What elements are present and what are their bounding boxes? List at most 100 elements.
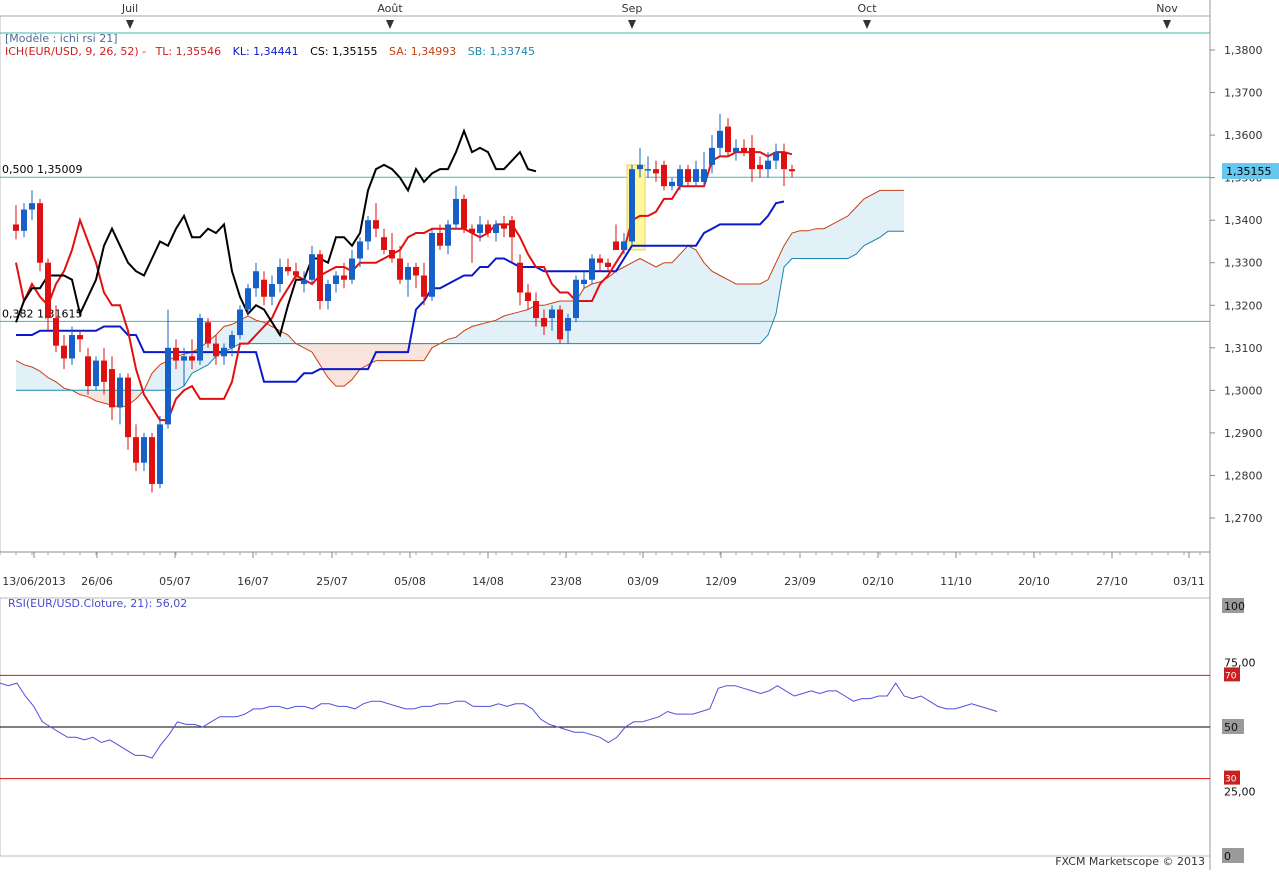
month-marker-icon [1163, 20, 1171, 29]
kumo-segment [360, 343, 368, 370]
kumo-segment [344, 343, 352, 387]
candle [93, 360, 99, 387]
level-label: 0,382 1,31615 [2, 307, 82, 320]
y-tick-label: 1,3000 [1224, 384, 1263, 397]
candle [349, 258, 355, 280]
month-label: Nov [1156, 2, 1178, 15]
kumo-segment [336, 343, 344, 387]
candle [461, 198, 467, 229]
candle [325, 284, 331, 302]
rsi-band-label: 70 [1225, 671, 1237, 681]
kumo-segment [656, 262, 664, 344]
candle [645, 169, 651, 171]
kumo-segment [264, 322, 272, 344]
rsi-band-badge [1224, 770, 1240, 785]
candle [701, 169, 707, 182]
kijun-line [16, 200, 785, 383]
candle [269, 284, 275, 297]
kumo-segment [640, 258, 648, 344]
tenkan-line [15, 151, 793, 422]
kumo-segment [696, 249, 704, 344]
candle [245, 288, 251, 310]
candle [725, 126, 731, 153]
month-marker-icon [386, 20, 394, 29]
kumo-segment [480, 322, 488, 344]
candle [165, 347, 171, 425]
candle [261, 279, 267, 297]
candle [717, 130, 723, 148]
kumo-segment [512, 311, 520, 344]
kumo-segment [664, 262, 672, 344]
candle [629, 169, 635, 242]
candle [621, 241, 627, 250]
kumo-segment [312, 343, 320, 365]
kumo-segment [864, 194, 872, 246]
candle [189, 356, 195, 361]
candle [573, 279, 579, 319]
candle [365, 220, 371, 242]
candle [333, 275, 339, 284]
candle [213, 343, 219, 357]
x-tick-label: 23/08 [550, 575, 582, 588]
kumo-segment [744, 284, 752, 344]
candle [749, 147, 755, 170]
kumo-segment [840, 215, 848, 259]
kumo-segment [728, 279, 736, 344]
span-b-line [16, 230, 904, 391]
x-tick-label: 03/09 [627, 575, 659, 588]
candle [229, 335, 235, 348]
candle [29, 203, 35, 210]
kumo-segment [32, 366, 40, 391]
kumo-segment [176, 354, 184, 391]
level-label: 0,500 1,35009 [2, 163, 82, 176]
x-tick-label: 03/11 [1173, 575, 1205, 588]
candle [757, 164, 763, 170]
candle [173, 347, 179, 361]
x-tick-label: 05/07 [159, 575, 191, 588]
kumo-segment [688, 245, 696, 344]
candle [85, 356, 91, 387]
candle [677, 169, 683, 187]
kumo-segment [40, 371, 48, 391]
kumo-segment [760, 279, 768, 344]
candle [485, 224, 491, 233]
x-tick-label: 11/10 [940, 575, 972, 588]
candle [549, 309, 555, 319]
y-tick-label: 1,3800 [1224, 44, 1263, 57]
candle [421, 275, 427, 297]
month-marker-icon [126, 20, 134, 29]
candle [501, 224, 507, 229]
tenkan-value: TL: 1,35546 [155, 45, 222, 58]
candle [533, 301, 539, 319]
kumo-segment [624, 262, 632, 344]
kumo-segment [608, 271, 616, 344]
x-tick-label: 27/10 [1096, 575, 1128, 588]
kumo-segment [328, 343, 336, 387]
chikou-line [15, 128, 537, 338]
candle [77, 335, 83, 340]
y-tick-label: 1,3700 [1224, 87, 1263, 100]
kumo-segment [880, 190, 888, 238]
candle [149, 437, 155, 484]
y-tick-label: 1,2700 [1224, 512, 1263, 525]
candle [253, 271, 259, 289]
kumo-segment [768, 262, 776, 336]
rsi-legend: RSI(EUR/USD.Cloture, 21): 56,02 [8, 597, 187, 610]
candle [293, 271, 299, 276]
candle [653, 169, 659, 174]
candle [557, 309, 563, 340]
candle [613, 241, 619, 250]
y-tick-label: 1,3100 [1224, 342, 1263, 355]
rsi-tick-badge [1222, 719, 1244, 734]
candle [389, 249, 395, 259]
span-a-value: SA: 1,34993 [389, 45, 456, 58]
candle [197, 318, 203, 361]
candle [341, 275, 347, 280]
kumo-segment [504, 313, 512, 344]
candle [685, 169, 691, 182]
rsi-tick-label: 100 [1224, 600, 1245, 613]
candle [413, 266, 419, 276]
candle [205, 322, 211, 344]
ichimoku-prefix: ICH(EUR/USD, 9, 26, 52) - [5, 45, 146, 58]
kumo-segment [800, 230, 808, 259]
